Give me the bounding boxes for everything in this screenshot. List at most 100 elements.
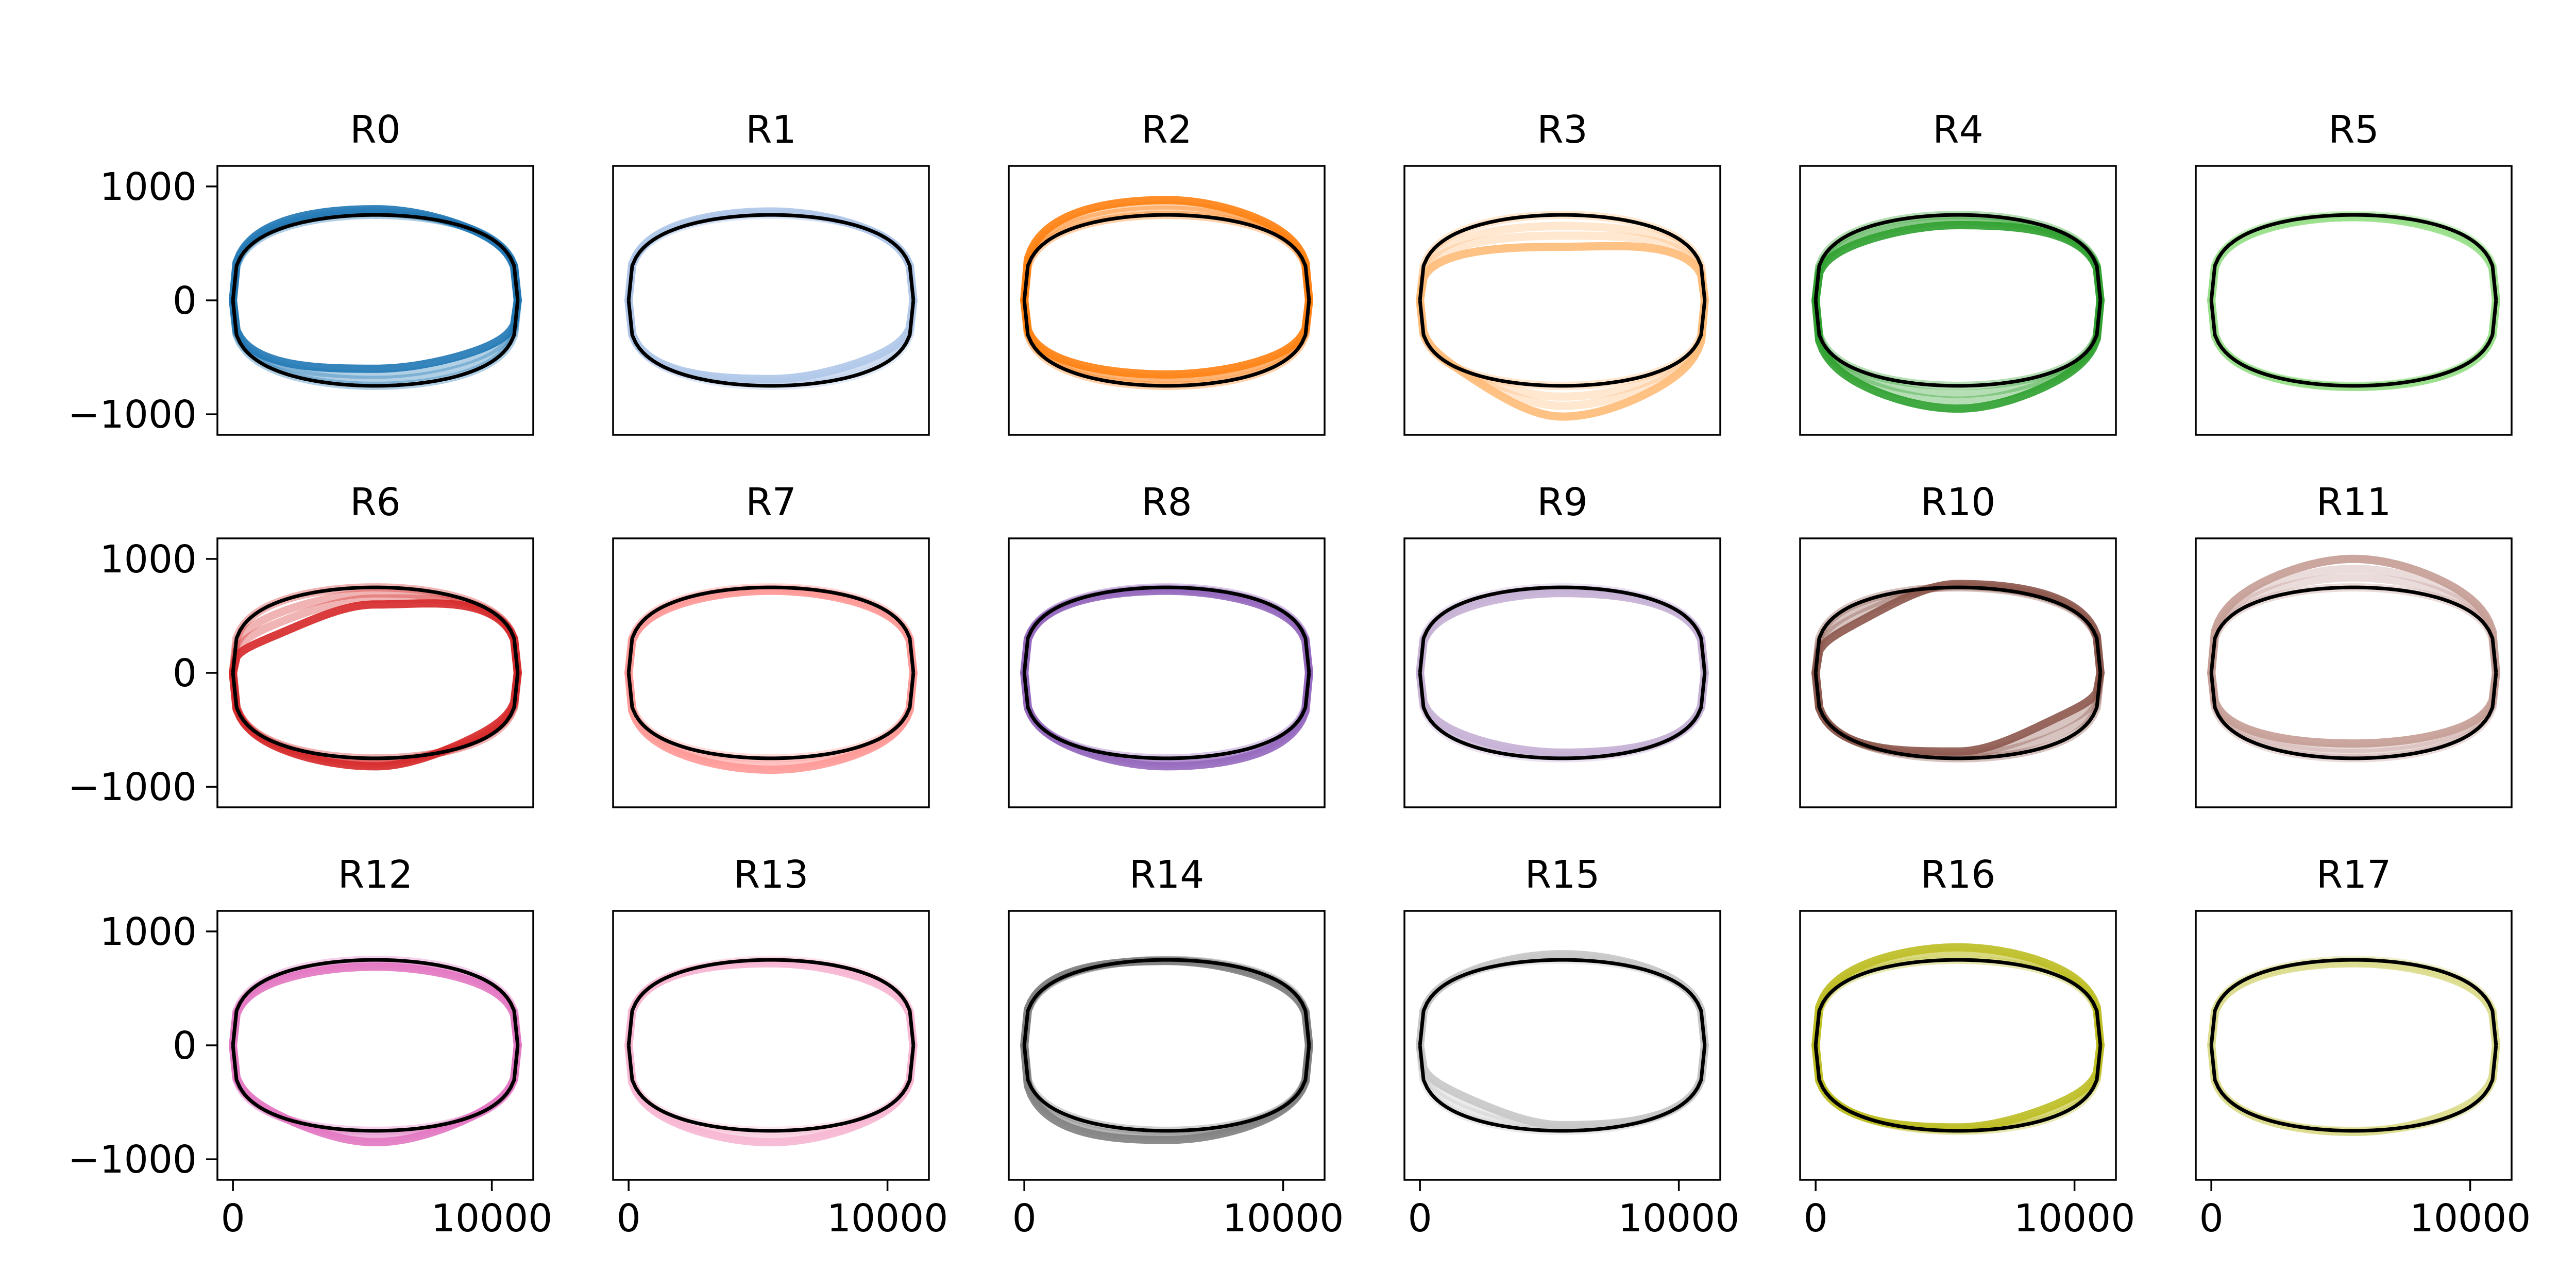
- panel-frame: [612, 910, 930, 1181]
- panel-frame: [1403, 165, 1721, 436]
- y-tick-label: 0: [173, 1024, 197, 1068]
- reference-curve-upper: [1814, 958, 2103, 1046]
- x-tick-label: 10000: [431, 1196, 552, 1241]
- panel-title: R4: [1933, 108, 1984, 152]
- reference-curve-upper: [1418, 958, 1707, 1046]
- series-band-lower: [229, 296, 522, 384]
- panel-r11: R11: [2195, 480, 2513, 808]
- panel-r6: R6 −1000 0 1000: [68, 480, 534, 809]
- series-band-lower: [1811, 296, 2105, 398]
- series-band-upper: [229, 962, 522, 1049]
- panel-title: R7: [745, 480, 796, 524]
- panel-frame: [1403, 537, 1721, 808]
- y-tick-label: −1000: [68, 1138, 197, 1182]
- panel-frame: [612, 537, 930, 808]
- panel-r7: R7: [612, 480, 930, 808]
- panel-r8: R8: [1008, 480, 1326, 808]
- series-band-upper: [1416, 242, 1709, 304]
- panel-title: R6: [350, 480, 401, 524]
- panel-title: R3: [1537, 108, 1588, 152]
- panel-title: R9: [1537, 480, 1588, 524]
- reference-curve-lower: [1418, 300, 1707, 388]
- panel-title: R1: [745, 108, 796, 152]
- panel-plot-area: [1416, 583, 1709, 762]
- series-band-upper: [2207, 573, 2500, 677]
- series-band-upper: [1020, 586, 1313, 677]
- panel-r1: R1: [612, 108, 930, 436]
- reference-curve-lower: [1022, 1045, 1311, 1133]
- series-band-lower: [1020, 1041, 1313, 1144]
- series-band-lower: [2207, 669, 2500, 753]
- y-tick-label: −1000: [68, 393, 197, 437]
- reference-curve-upper: [1022, 213, 1311, 301]
- panel-title: R12: [338, 853, 413, 897]
- reference-curve-upper: [1022, 958, 1311, 1046]
- panel-plot-area: [1811, 943, 2105, 1135]
- reference-curve-upper: [626, 585, 916, 673]
- panel-title: R10: [1921, 480, 1996, 524]
- series-band-upper: [1416, 950, 1709, 1049]
- panel-plot-area: [624, 207, 918, 390]
- reference-curve-lower: [1418, 672, 1707, 760]
- reference-curve-lower: [1814, 672, 2103, 760]
- series-band-lower: [229, 669, 522, 771]
- series-band-upper: [1811, 580, 2105, 677]
- reference-curve-lower: [2209, 672, 2498, 760]
- panel-r14: R14 0 10000: [1008, 853, 1344, 1241]
- panel-title: R13: [734, 853, 809, 897]
- series-band-lower: [1416, 1041, 1709, 1129]
- reference-curve-upper: [2209, 213, 2498, 301]
- reference-curve-lower: [1022, 672, 1311, 760]
- reference-curve-lower: [1418, 1045, 1707, 1133]
- panel-plot-area: [229, 956, 522, 1146]
- panel-plot-area: [2207, 211, 2500, 392]
- panel-r13: R13 0 10000: [612, 853, 948, 1241]
- panel-plot-area: [1811, 580, 2105, 762]
- x-tick-label: 10000: [1223, 1196, 1344, 1241]
- reference-curve-upper: [231, 585, 520, 673]
- reference-curve-upper: [2209, 958, 2498, 1046]
- panel-plot-area: [229, 205, 522, 390]
- panel-r15: R15 0 10000: [1403, 853, 1739, 1241]
- series-band-upper: [2207, 959, 2500, 1049]
- x-tick-label: 10000: [827, 1196, 948, 1241]
- panel-r3: R3: [1403, 108, 1721, 436]
- series-band-lower: [2207, 296, 2500, 392]
- reference-curve-upper: [1022, 585, 1311, 673]
- y-tick-label: 0: [173, 279, 197, 323]
- reference-curve-lower: [2209, 1045, 2498, 1133]
- panel-plot-area: [1416, 211, 1709, 421]
- panel-plot-area: [624, 583, 918, 774]
- series-band-upper: [624, 586, 918, 677]
- series-band-upper: [1020, 196, 1313, 304]
- series-band-upper: [1416, 589, 1709, 677]
- reference-curve-upper: [231, 958, 520, 1046]
- panel-frame: [612, 165, 930, 436]
- panel-frame: [1799, 165, 2117, 436]
- series-band-upper: [1416, 231, 1709, 304]
- series-band-upper: [1811, 951, 2105, 1049]
- y-tick-label: −1000: [68, 765, 197, 809]
- series-band-lower: [624, 1041, 918, 1146]
- x-tick-label: 0: [617, 1196, 641, 1241]
- reference-curve-lower: [231, 672, 520, 760]
- reference-curve-lower: [626, 672, 916, 760]
- series-band-lower: [229, 1041, 522, 1143]
- panel-frame: [2195, 165, 2513, 436]
- reference-curve-lower: [231, 1045, 520, 1133]
- panel-frame: [1008, 537, 1326, 808]
- panel-r16: R16 0 10000: [1799, 853, 2135, 1241]
- series-band-lower: [229, 1041, 522, 1139]
- reference-curve-upper: [1418, 213, 1707, 301]
- reference-curve-lower: [1814, 1045, 2103, 1133]
- series-band-upper: [1416, 222, 1709, 304]
- reference-curve-lower: [1022, 300, 1311, 388]
- series-band-lower: [1020, 296, 1313, 383]
- panel-title: R5: [2328, 108, 2379, 152]
- series-band-upper: [2207, 554, 2500, 677]
- x-tick-label: 0: [221, 1196, 245, 1241]
- panel-frame: [2195, 537, 2513, 808]
- panel-plot-area: [1020, 196, 1313, 390]
- panel-frame: [1403, 910, 1721, 1181]
